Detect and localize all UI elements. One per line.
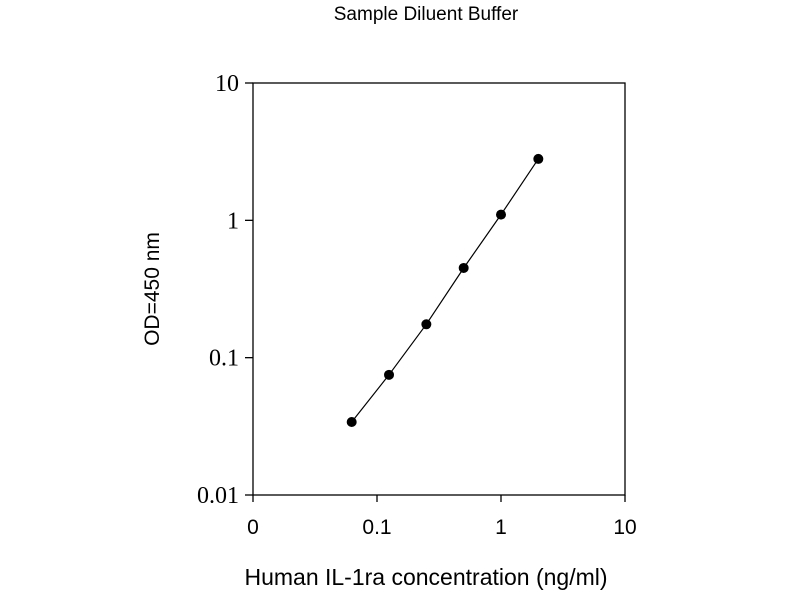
y-tick-label: 10: [215, 71, 239, 97]
y-tick-label: 1: [227, 208, 239, 234]
data-point: [533, 153, 544, 164]
data-point: [346, 417, 357, 428]
y-axis-label: OD=450 nm: [141, 232, 164, 346]
y-axis-ticks: 0.01 0.1 1 10: [197, 71, 253, 509]
x-tick-label: 10: [613, 516, 636, 539]
plot-frame: [252, 82, 626, 496]
chart-title: Sample Diluent Buffer: [334, 4, 519, 25]
data-point: [458, 262, 469, 273]
x-axis-ticks: 0 0.1 1 10: [247, 495, 637, 539]
x-tick-label: 1: [495, 516, 507, 539]
data-point: [496, 209, 506, 220]
data-point: [421, 319, 432, 330]
x-tick-label: 0: [247, 516, 259, 539]
series-line: [351, 158, 539, 423]
y-tick-label: 0.1: [209, 346, 239, 372]
x-axis-label: Human IL-1ra concentration (ng/ml): [244, 564, 607, 590]
y-tick-label: 0.01: [197, 483, 239, 509]
x-tick-label: 0.1: [362, 516, 391, 539]
data-series: [346, 153, 544, 428]
data-point: [384, 369, 395, 380]
